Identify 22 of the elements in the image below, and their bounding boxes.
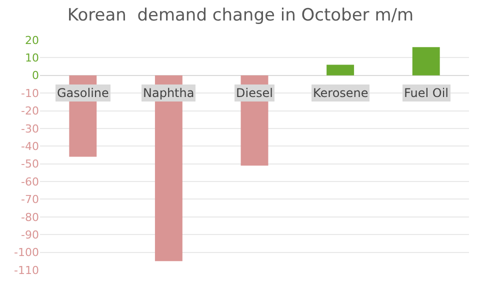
x-tick-label: Kerosene bbox=[313, 86, 368, 100]
x-tick-label: Gasoline bbox=[57, 86, 109, 100]
chart-title: Korean demand change in October m/m bbox=[67, 6, 414, 26]
bar bbox=[412, 47, 440, 76]
y-tick-label: -100 bbox=[14, 246, 39, 260]
y-tick-label: -60 bbox=[21, 175, 39, 188]
bar bbox=[326, 64, 354, 76]
y-tick-label: 0 bbox=[32, 69, 39, 82]
y-tick-label: -50 bbox=[21, 158, 39, 171]
y-tick-label: -70 bbox=[21, 193, 39, 206]
y-tick-label: -40 bbox=[21, 140, 39, 153]
y-tick-label: -110 bbox=[14, 264, 39, 277]
x-tick-label: Fuel Oil bbox=[404, 86, 448, 100]
y-tick-label: 10 bbox=[25, 52, 39, 65]
y-tick-label: 20 bbox=[25, 34, 39, 47]
y-tick-label: -90 bbox=[21, 228, 39, 242]
y-tick-label: -80 bbox=[21, 210, 39, 224]
y-tick-label: -30 bbox=[21, 122, 39, 136]
x-tick-label: Naphtha bbox=[143, 86, 194, 100]
x-tick-label: Diesel bbox=[236, 86, 273, 100]
y-tick-label: -20 bbox=[21, 104, 39, 118]
y-tick-label: -10 bbox=[21, 86, 39, 100]
